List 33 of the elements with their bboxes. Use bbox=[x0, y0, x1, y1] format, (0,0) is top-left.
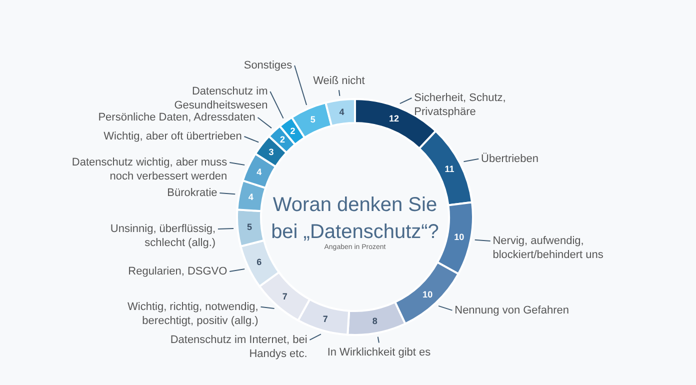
slice-label: Sonstiges bbox=[244, 60, 293, 72]
data-label: 7 bbox=[322, 314, 328, 324]
data-label: 2 bbox=[280, 134, 285, 145]
data-label: 2 bbox=[290, 126, 296, 136]
slice-label: In Wirklichkeit gibt es bbox=[327, 346, 432, 359]
data-label: 3 bbox=[268, 147, 274, 158]
slice-label: Wichtig, aber oft übertrieben bbox=[104, 130, 242, 142]
slice-label: Übertrieben bbox=[481, 152, 539, 165]
slice-label: Bürokratie bbox=[167, 187, 218, 200]
slice-label: Datenschutz wichtig, aber muss noch verbessert werden bbox=[72, 156, 228, 182]
slice-label: Weiß nicht bbox=[313, 75, 365, 88]
slice-label: Nervig, aufwendig, blockiert/behindert uns bbox=[492, 234, 604, 261]
data-label: 5 bbox=[310, 114, 316, 125]
data-label: 11 bbox=[444, 164, 454, 174]
slice-label: Nennung von Gefahren bbox=[454, 304, 569, 316]
data-label: 6 bbox=[256, 257, 262, 268]
data-label: 7 bbox=[282, 292, 288, 302]
slice-label: Unsinnig, überflüssig, schlecht (allg.) bbox=[110, 223, 216, 250]
slice-label: Datenschutz im Gesundheitswesen bbox=[174, 86, 268, 112]
slice-label: Datenschutz im Internet, bei Handys etc. bbox=[170, 334, 308, 360]
data-label: 4 bbox=[256, 166, 262, 177]
data-label: 10 bbox=[454, 232, 464, 242]
data-label: 10 bbox=[422, 289, 433, 300]
slice-label: Regularien, DSGVO bbox=[128, 266, 228, 278]
slice-label: Wichtig, richtig, notwendig, berechtigt, positiv (allg.) bbox=[128, 300, 258, 327]
data-label: 5 bbox=[246, 222, 252, 232]
data-label: 4 bbox=[339, 106, 344, 117]
data-label: 4 bbox=[248, 192, 254, 202]
text: Woran denken Sie bei „Datenschutz“? bbox=[271, 194, 439, 243]
data-label: 8 bbox=[372, 316, 378, 326]
slice-label: Persönliche Daten, Adressdaten bbox=[98, 112, 256, 124]
slice-label: Sicherheit, Schutz, Privatsphäre bbox=[414, 92, 506, 118]
data-label: 12 bbox=[389, 113, 400, 124]
